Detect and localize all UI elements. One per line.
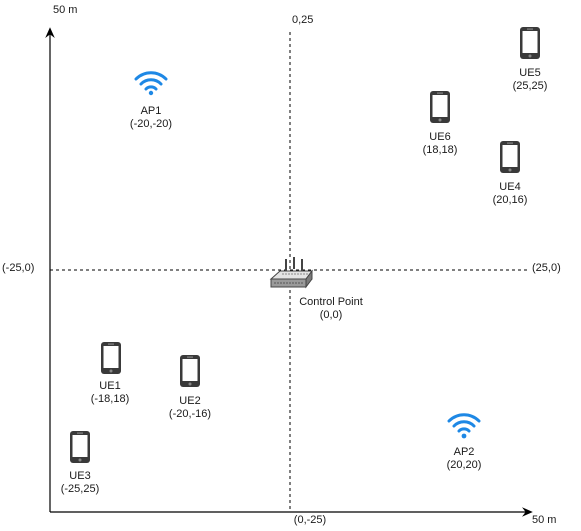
ue1-label: UE1 (-18,18) [91,380,130,406]
ue4-label: UE4 (20,16) [493,181,528,207]
ap1-coords: (-20,-20) [129,118,173,130]
ap1-name: AP1 [140,105,162,117]
phone-icon [500,141,520,173]
control-point-name: Control Point [299,296,363,308]
control-point-label: Control Point (0,0) [299,296,363,322]
ap2-label: AP2 (20,20) [447,446,482,472]
ap2-coords: (20,20) [446,459,482,471]
ap1-label: AP1 (-20,-20) [130,105,172,131]
ue3-name: UE3 [69,470,91,482]
phone-icon [101,342,121,374]
top-center-label: 0,25 [292,14,314,26]
ue4-name: UE4 [499,181,521,193]
ue6-coords: (18,18) [422,144,458,156]
bottom-center-label: (0,-25) [293,514,327,526]
phone-icon [430,91,450,123]
ue5-name: UE5 [519,67,541,79]
router-icon [269,257,313,289]
ue5-coords: (25,25) [512,80,548,92]
right-center-label: (25,0) [532,262,561,274]
control-point-coords: (0,0) [319,309,343,321]
phone-icon [520,27,540,59]
y-axis-label: 50 m [53,4,78,16]
ue2-label: UE2 (-20,-16) [169,395,211,421]
ue1-name: UE1 [99,380,121,392]
phone-icon [70,431,90,463]
left-center-label: (-25,0) [2,262,35,274]
x-axis-label: 50 m [532,514,557,526]
ue5-label: UE5 (25,25) [513,67,548,93]
ue3-coords: (-25,25) [60,483,100,495]
ap2-name: AP2 [453,446,475,458]
phone-icon [180,355,200,387]
wifi-icon [447,413,481,439]
ue4-coords: (20,16) [492,194,528,206]
ue2-name: UE2 [179,395,201,407]
ue6-name: UE6 [429,131,451,143]
wifi-icon [134,71,168,96]
ue6-label: UE6 (18,18) [423,131,458,157]
ue2-coords: (-20,-16) [168,408,212,420]
ue3-label: UE3 (-25,25) [61,470,100,496]
ue1-coords: (-18,18) [90,393,130,405]
